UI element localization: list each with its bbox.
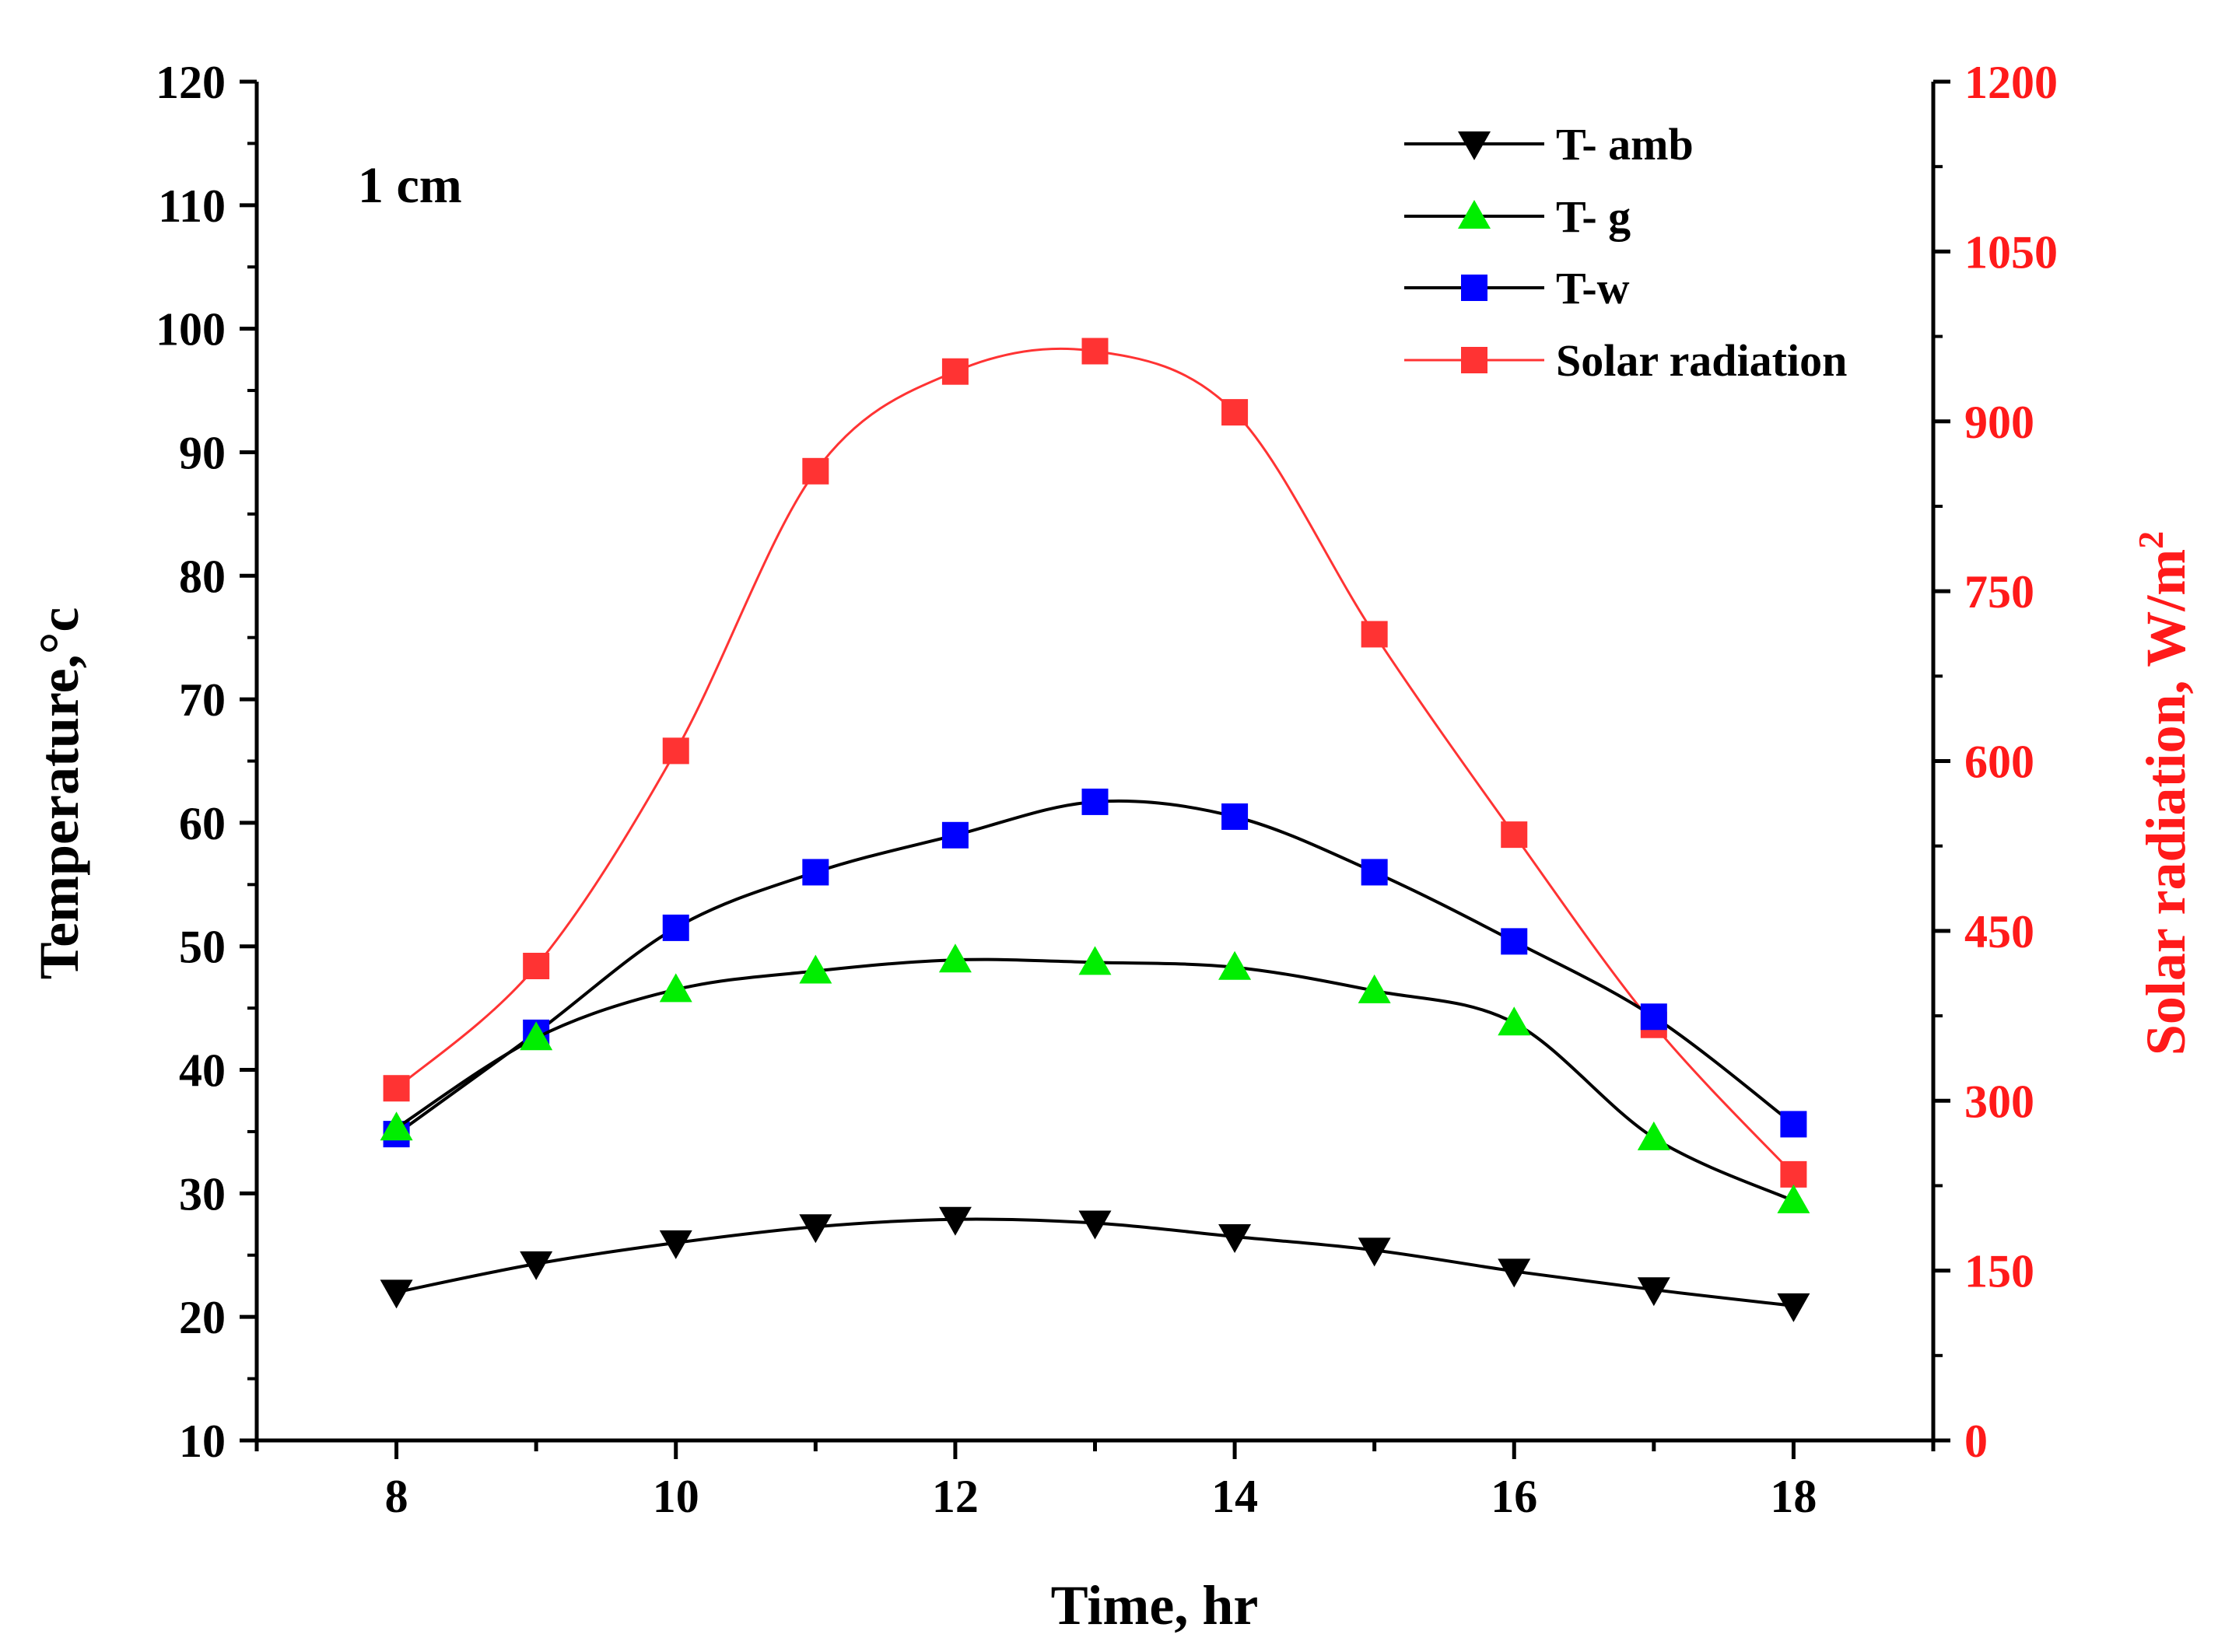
right-y-tick-label: 150 xyxy=(1964,1246,2034,1297)
data-point xyxy=(1640,1003,1667,1031)
data-point xyxy=(1498,1006,1531,1036)
data-point xyxy=(1081,788,1109,815)
data-point xyxy=(941,821,969,849)
right-y-tick-label: 600 xyxy=(1964,737,2034,788)
data-point xyxy=(662,737,689,765)
annotation-label: 1 cm xyxy=(358,157,462,214)
data-point xyxy=(383,1075,410,1102)
data-point xyxy=(941,358,969,385)
data-point xyxy=(520,1021,553,1051)
legend-marker xyxy=(1458,131,1491,160)
data-point xyxy=(938,943,972,973)
legend-entry: Solar radiation xyxy=(1404,335,1847,386)
right-y-tick-label: 0 xyxy=(1964,1416,1988,1467)
x-axis-title: Time, hr xyxy=(1051,1574,1259,1636)
data-point xyxy=(662,914,689,941)
x-tick-label: 12 xyxy=(932,1471,979,1522)
data-point xyxy=(1218,1223,1252,1253)
right-y-axis-title-superscript: 2 xyxy=(2131,531,2171,549)
data-point xyxy=(1777,1184,1810,1213)
left-y-tick-label: 20 xyxy=(179,1292,226,1343)
legend-marker xyxy=(1461,347,1487,373)
series-layer xyxy=(380,338,1810,1322)
series-solar-radiation xyxy=(383,338,1807,1188)
data-point xyxy=(1081,338,1109,365)
data-point xyxy=(1078,946,1112,975)
right-y-tick-label: 900 xyxy=(1964,397,2034,448)
data-point xyxy=(1358,974,1391,1003)
left-y-tick-label: 90 xyxy=(179,427,226,478)
data-point xyxy=(1637,1277,1670,1307)
left-y-tick-label: 30 xyxy=(179,1168,226,1220)
data-point xyxy=(380,1279,413,1309)
right-y-axis-title: Solar radiation, W/m2 xyxy=(2131,531,2197,1055)
right-y-tick-label: 450 xyxy=(1964,906,2034,957)
data-point xyxy=(1780,1160,1807,1188)
data-point xyxy=(799,1214,832,1244)
right-y-axis-title-text: Solar radiation, W/m xyxy=(2135,549,2197,1055)
right-y-tick-label: 750 xyxy=(1964,566,2034,618)
left-y-tick-label: 100 xyxy=(156,304,226,355)
legend-entry: T- amb xyxy=(1404,119,1694,170)
data-point xyxy=(938,1206,972,1236)
data-point xyxy=(1780,1111,1807,1138)
data-point xyxy=(1218,950,1252,980)
data-point xyxy=(1078,1210,1112,1240)
data-point xyxy=(659,1230,692,1259)
data-point xyxy=(520,1251,553,1280)
data-point xyxy=(1501,821,1528,849)
data-point xyxy=(1498,1258,1531,1288)
x-tick-label: 10 xyxy=(653,1471,699,1522)
left-y-tick-label: 60 xyxy=(179,798,226,849)
x-tick-label: 8 xyxy=(385,1471,408,1522)
left-y-tick-label: 70 xyxy=(179,674,226,726)
left-y-axis: 10 20 30 40 50 60 70 80 90 100 110 120 xyxy=(156,57,257,1467)
right-y-tick-label: 1200 xyxy=(1964,57,2058,108)
legend-label: T- amb xyxy=(1556,119,1694,170)
legend-label: T-w xyxy=(1556,263,1630,313)
left-y-axis-title: Temperature,°c xyxy=(28,607,90,980)
data-point xyxy=(1501,928,1528,955)
series-t-amb xyxy=(380,1206,1810,1322)
data-point xyxy=(659,973,692,1003)
x-tick-label: 14 xyxy=(1211,1471,1258,1522)
legend-entry: T- g xyxy=(1404,191,1631,242)
legend-marker xyxy=(1458,200,1491,229)
data-point xyxy=(799,954,832,984)
data-point xyxy=(1361,621,1388,648)
data-point xyxy=(380,1111,413,1141)
left-y-tick-label: 110 xyxy=(158,180,226,232)
right-y-tick-label: 300 xyxy=(1964,1076,2034,1127)
series-t-w xyxy=(383,788,1807,1148)
data-point xyxy=(1777,1293,1810,1322)
legend-label: T- g xyxy=(1556,191,1631,242)
data-point xyxy=(523,953,550,980)
data-point xyxy=(1221,803,1249,830)
data-point xyxy=(802,457,829,485)
data-point xyxy=(1221,399,1249,426)
data-point xyxy=(1361,859,1388,886)
legend-label: Solar radiation xyxy=(1556,335,1847,386)
left-y-tick-label: 40 xyxy=(179,1045,226,1097)
left-y-tick-label: 10 xyxy=(179,1416,226,1467)
series-line xyxy=(395,347,1795,1175)
legend-marker xyxy=(1461,275,1487,301)
x-tick-label: 18 xyxy=(1770,1471,1817,1522)
left-y-tick-label: 120 xyxy=(156,57,226,108)
right-y-axis: 0 150 300 450 600 750 900 1050 1200 xyxy=(1933,57,2058,1467)
series-line xyxy=(395,957,1795,1202)
series-t-g xyxy=(380,943,1810,1213)
x-tick-label: 16 xyxy=(1491,1471,1537,1522)
x-axis: 8 10 12 14 16 18 xyxy=(254,1440,1936,1522)
data-point xyxy=(802,859,829,886)
left-y-tick-label: 50 xyxy=(179,922,226,973)
right-y-tick-label: 1050 xyxy=(1964,226,2058,278)
data-point xyxy=(1637,1121,1670,1150)
data-point xyxy=(1358,1237,1391,1267)
legend: T- amb T- g T-w Solar radiation xyxy=(1404,119,1847,386)
left-y-tick-label: 80 xyxy=(179,551,226,602)
legend-entry: T-w xyxy=(1404,263,1630,313)
